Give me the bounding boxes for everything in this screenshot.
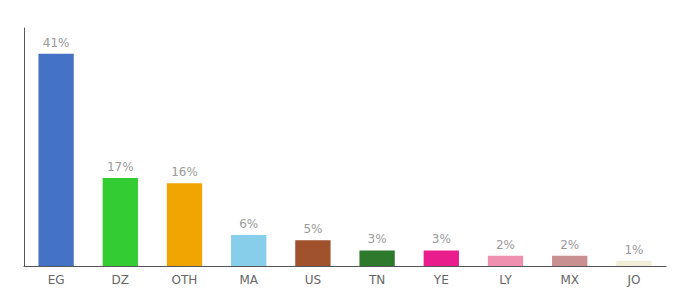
svg-text:MA: MA bbox=[239, 273, 258, 287]
svg-text:3%: 3% bbox=[368, 232, 387, 246]
svg-text:US: US bbox=[305, 273, 321, 287]
svg-text:2%: 2% bbox=[560, 238, 579, 252]
svg-text:41%: 41% bbox=[43, 36, 70, 50]
svg-text:5%: 5% bbox=[303, 222, 322, 236]
svg-text:TN: TN bbox=[368, 273, 385, 287]
svg-text:17%: 17% bbox=[107, 160, 134, 174]
svg-text:2%: 2% bbox=[496, 238, 515, 252]
svg-text:16%: 16% bbox=[171, 165, 198, 179]
svg-text:JO: JO bbox=[626, 273, 640, 287]
svg-text:EG: EG bbox=[48, 273, 65, 287]
svg-text:3%: 3% bbox=[432, 232, 451, 246]
svg-text:1%: 1% bbox=[624, 243, 643, 257]
svg-text:LY: LY bbox=[499, 273, 512, 287]
svg-text:OTH: OTH bbox=[172, 273, 198, 287]
svg-text:6%: 6% bbox=[239, 217, 258, 231]
svg-text:MX: MX bbox=[560, 273, 579, 287]
svg-text:YE: YE bbox=[433, 273, 449, 287]
svg-text:DZ: DZ bbox=[112, 273, 129, 287]
